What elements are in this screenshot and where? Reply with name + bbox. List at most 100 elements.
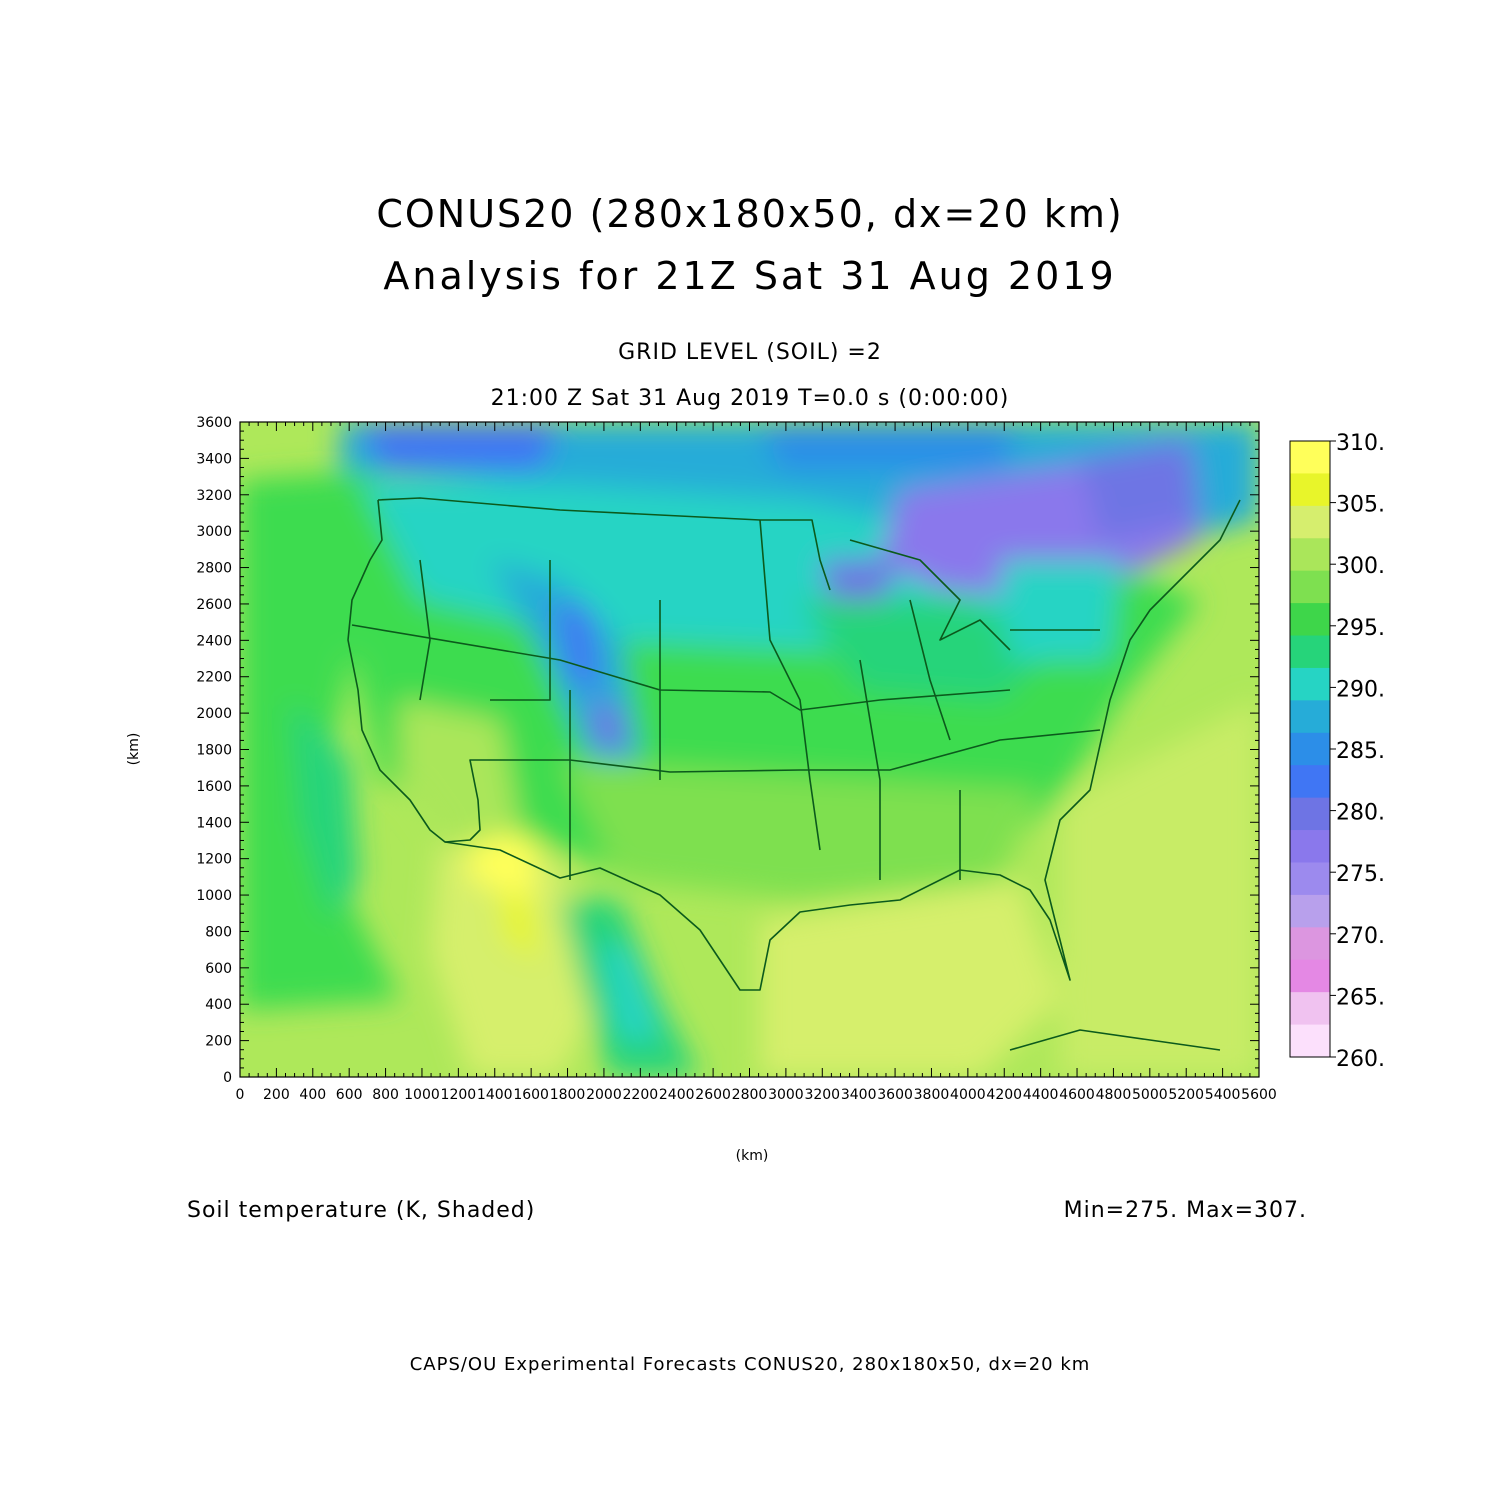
- x-tick-label: 1400: [477, 1087, 513, 1103]
- y-tick-label: 2200: [196, 670, 232, 686]
- colorbar-label: 290.: [1336, 677, 1385, 702]
- y-tick-label: 3200: [196, 488, 232, 504]
- y-tick-label: 1200: [196, 852, 232, 868]
- colorbar-swatch: [1290, 992, 1330, 1026]
- colorbar-swatch: [1290, 700, 1330, 734]
- x-tick-label: 200: [263, 1087, 290, 1103]
- x-tick-label: 1200: [441, 1087, 477, 1103]
- y-tick-label: 3400: [196, 451, 232, 467]
- x-tick-label: 3200: [804, 1087, 840, 1103]
- colorbar-swatch: [1290, 765, 1330, 799]
- state-line-e: [759, 519, 821, 851]
- colorbar-swatch: [1290, 862, 1330, 896]
- x-tick-label: 400: [299, 1087, 326, 1103]
- y-tick-label: 0: [223, 1070, 232, 1086]
- y-tick-label: 1400: [196, 815, 232, 831]
- x-tick-label: 2600: [695, 1087, 731, 1103]
- y-tick-label: 1000: [196, 888, 232, 904]
- title-line2: Analysis for 21Z Sat 31 Aug 2019: [383, 254, 1117, 298]
- x-tick-label: 0: [236, 1087, 245, 1103]
- subtitle-grid-level: GRID LEVEL (SOIL) =2: [618, 340, 882, 365]
- y-axis-label: (km): [126, 733, 142, 766]
- y-tick-label: 2000: [196, 706, 232, 722]
- colorbar-label: 265.: [1336, 985, 1385, 1010]
- colorbar-label: 280.: [1336, 801, 1385, 826]
- y-tick-label: 2400: [196, 633, 232, 649]
- x-tick-label: 4000: [950, 1087, 986, 1103]
- x-tick-label: 5000: [1132, 1087, 1168, 1103]
- colorbar-swatch: [1290, 927, 1330, 961]
- x-tick-label: 4400: [1023, 1087, 1059, 1103]
- great-lakes: [849, 539, 1011, 651]
- state-line-j: [909, 599, 951, 741]
- variable-label: Soil temperature (K, Shaded): [187, 1198, 536, 1223]
- x-tick-label: 1000: [404, 1087, 440, 1103]
- pacific-coastline: [347, 499, 490, 843]
- x-tick-label: 2800: [732, 1087, 768, 1103]
- colorbar-label: 285.: [1336, 739, 1385, 764]
- colorbar-swatch: [1290, 959, 1330, 993]
- colorbar-label: 310.: [1336, 431, 1385, 456]
- x-tick-label: 5200: [1168, 1087, 1204, 1103]
- colorbar-label: 300.: [1336, 554, 1385, 579]
- colorbar-swatch: [1290, 635, 1330, 669]
- colorbar-swatch: [1290, 603, 1330, 637]
- y-axis: 0 200 400 600 800 1000 1200 1400 1600 1800 2000 220…: [196, 415, 1259, 1086]
- colorbar-swatch: [1290, 538, 1330, 572]
- colorbar-swatch: [1290, 797, 1330, 831]
- colorbar-label: 270.: [1336, 924, 1385, 949]
- state-line-a: [351, 624, 1011, 711]
- y-tick-label: 3000: [196, 524, 232, 540]
- y-tick-label: 2600: [196, 597, 232, 613]
- x-tick-label: 3600: [877, 1087, 913, 1103]
- x-tick-label: 2200: [623, 1087, 659, 1103]
- x-tick-label: 5400: [1205, 1087, 1241, 1103]
- colorbar-swatch: [1290, 441, 1330, 474]
- x-axis-label: (km): [736, 1148, 769, 1164]
- x-tick-label: 3800: [914, 1087, 950, 1103]
- y-tick-label: 400: [205, 997, 232, 1013]
- x-tick-label: 1600: [513, 1087, 549, 1103]
- title-line1: CONUS20 (280x180x50, dx=20 km): [376, 192, 1124, 236]
- colorbar-swatch: [1290, 505, 1330, 539]
- x-tick-label: 3000: [768, 1087, 804, 1103]
- credit-line: CAPS/OU Experimental Forecasts CONUS20, …: [409, 1354, 1091, 1375]
- state-line-f: [859, 659, 881, 880]
- colorbar-swatch: [1290, 667, 1330, 701]
- x-tick-label: 5600: [1241, 1087, 1277, 1103]
- y-tick-label: 1800: [196, 743, 232, 759]
- state-line-h: [419, 559, 431, 701]
- colorbar-swatch: [1290, 473, 1330, 507]
- gulf-atlantic-coastline: [444, 499, 1241, 991]
- colorbar-swatch: [1290, 570, 1330, 604]
- boundary-lines: [347, 497, 1241, 1051]
- y-tick-label: 3600: [196, 415, 232, 431]
- colorbar-swatch: [1290, 732, 1330, 766]
- colorbar-swatch: [1290, 1024, 1330, 1058]
- x-tick-label: 1800: [550, 1087, 586, 1103]
- colorbar: 310. 305. 300. 295. 290. 285. 280. 275. 270. 265.…: [1289, 431, 1385, 1072]
- colorbar-label: 305.: [1336, 493, 1385, 518]
- y-tick-label: 600: [205, 961, 232, 977]
- y-tick-label: 1600: [196, 779, 232, 795]
- x-tick-label: 4800: [1096, 1087, 1132, 1103]
- x-tick-label: 600: [336, 1087, 363, 1103]
- x-tick-label: 3400: [841, 1087, 877, 1103]
- colorbar-label: 275.: [1336, 862, 1385, 887]
- shaded-field: [240, 422, 1259, 1077]
- state-line-g: [490, 560, 551, 701]
- min-max-label: Min=275. Max=307.: [1063, 1198, 1307, 1223]
- x-tick-label: 4200: [986, 1087, 1022, 1103]
- y-tick-label: 2800: [196, 561, 232, 577]
- cuba-outline: [1009, 1029, 1221, 1051]
- x-tick-label: 800: [372, 1087, 399, 1103]
- colorbar-label: 260.: [1336, 1047, 1385, 1072]
- y-tick-label: 800: [205, 924, 232, 940]
- colorbar-swatch: [1290, 830, 1330, 863]
- x-axis: 0 200 400 600 800 1000 1200 1400 1600 1800 2000 220…: [236, 422, 1277, 1103]
- y-tick-label: 200: [205, 1034, 232, 1050]
- x-tick-label: 2400: [659, 1087, 695, 1103]
- colorbar-label: 295.: [1336, 616, 1385, 641]
- x-tick-label: 4600: [1059, 1087, 1095, 1103]
